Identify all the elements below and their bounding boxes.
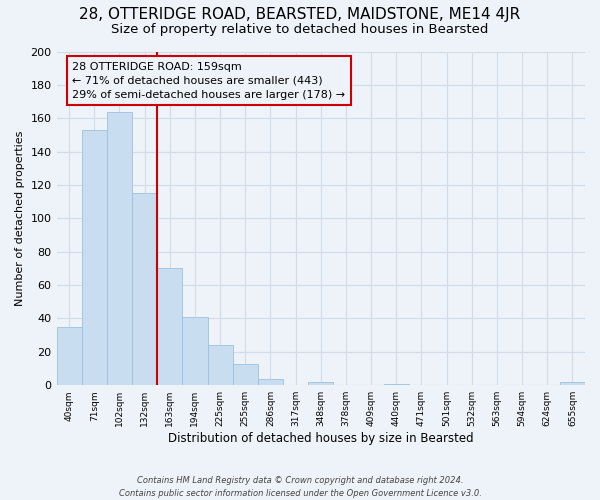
Bar bbox=[233, 364, 258, 385]
Bar bbox=[560, 382, 585, 385]
Bar bbox=[56, 327, 82, 385]
Text: Contains HM Land Registry data © Crown copyright and database right 2024.
Contai: Contains HM Land Registry data © Crown c… bbox=[119, 476, 481, 498]
Bar bbox=[157, 268, 182, 385]
Bar bbox=[258, 378, 283, 385]
Bar bbox=[182, 317, 208, 385]
Bar bbox=[107, 112, 132, 385]
Y-axis label: Number of detached properties: Number of detached properties bbox=[15, 130, 25, 306]
Bar bbox=[82, 130, 107, 385]
Bar bbox=[208, 345, 233, 385]
Text: Size of property relative to detached houses in Bearsted: Size of property relative to detached ho… bbox=[112, 22, 488, 36]
Bar bbox=[308, 382, 334, 385]
Bar bbox=[132, 194, 157, 385]
Text: 28, OTTERIDGE ROAD, BEARSTED, MAIDSTONE, ME14 4JR: 28, OTTERIDGE ROAD, BEARSTED, MAIDSTONE,… bbox=[79, 8, 521, 22]
Bar bbox=[383, 384, 409, 385]
X-axis label: Distribution of detached houses by size in Bearsted: Distribution of detached houses by size … bbox=[168, 432, 473, 445]
Text: 28 OTTERIDGE ROAD: 159sqm
← 71% of detached houses are smaller (443)
29% of semi: 28 OTTERIDGE ROAD: 159sqm ← 71% of detac… bbox=[73, 62, 346, 100]
